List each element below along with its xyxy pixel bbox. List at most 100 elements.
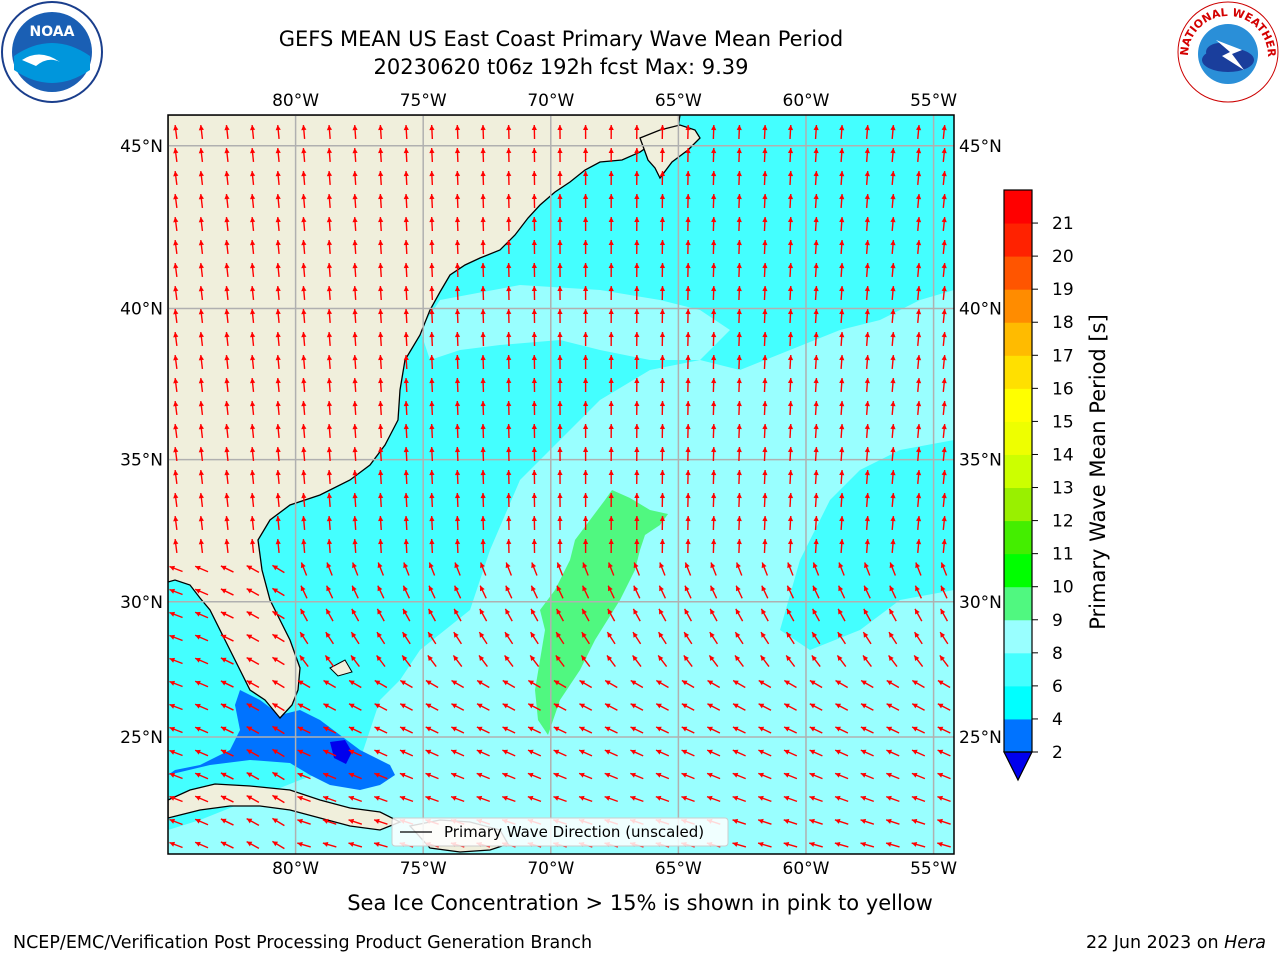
wave-arrow-331 [711,354,717,370]
wave-arrow-549 [736,515,742,531]
wave-arrow-408 [301,423,307,439]
wave-arrow-957 [860,818,875,825]
wave-arrow-295 [582,331,589,347]
colorbar-tick-label-10: 15 [1052,412,1074,432]
wave-arrow-916 [604,795,619,803]
wave-arrow-534 [352,515,358,531]
wave-arrow-156 [198,239,204,255]
wave-arrow-869 [194,772,209,780]
wave-arrow-477 [480,469,486,485]
wave-arrow-99 [326,193,333,209]
wave-arrow-715 [220,657,234,665]
wave-arrow-358 [608,377,614,393]
wave-arrow-158 [250,239,256,255]
wave-arrow-963 [220,841,234,849]
wave-arrow-219 [224,285,230,301]
wave-arrow-360 [659,377,666,393]
wave-arrow-395 [762,400,768,416]
wave-arrow-112 [659,193,666,209]
wave-arrow-281 [224,331,230,347]
wave-arrow-515 [659,492,666,508]
wave-arrow-223 [326,285,333,301]
wave-arrow-133 [403,216,409,232]
wave-arrow-751 [348,679,362,689]
wave-arrow-11 [454,124,461,140]
lat-tick-label-right-1: 30°N [959,593,1002,613]
wave-arrow-429 [839,423,845,439]
wave-arrow-611 [735,562,743,576]
wave-arrow-228 [454,285,461,301]
wave-arrow-492 [864,469,870,485]
wave-arrow-68 [326,170,333,186]
wave-arrow-392 [685,400,691,416]
wave-arrow-39 [378,147,384,163]
wave-arrow-378 [326,400,333,416]
wave-arrow-556 [915,515,922,531]
wave-arrow-51 [685,147,691,163]
wave-arrow-935 [297,818,311,825]
wave-arrow-509 [506,492,512,508]
wave-arrow-766 [732,679,746,689]
wave-arrow-19 [659,124,666,140]
wave-arrow-313 [250,354,256,370]
wave-arrow-603 [531,562,538,576]
wave-arrow-5 [301,124,307,140]
wave-arrow-523 [864,492,870,508]
wave-arrow-177 [736,239,742,255]
period-under-2-patch [330,740,352,764]
wave-arrow-799 [783,703,797,711]
colorbar-tick-label-12: 17 [1052,346,1074,366]
wave-arrow-552 [813,515,819,531]
wave-arrow-496 [173,492,179,508]
wave-arrow-531 [275,515,281,531]
wave-arrow-174 [659,239,666,255]
wave-arrow-271 [762,308,768,324]
wave-arrow-356 [557,377,563,393]
wave-arrow-171 [582,239,589,255]
wave-arrow-648 [889,585,897,599]
wave-arrow-60 [915,147,922,163]
wave-arrow-388 [582,400,589,416]
wave-arrow-89 [864,170,870,186]
wave-arrow-326 [582,354,589,370]
wave-arrow-909 [425,795,439,803]
wave-arrow-448 [531,446,537,462]
wave-arrow-470 [301,469,307,485]
wave-arrow-72 [429,170,435,186]
colorbar-tick-label-14: 19 [1052,280,1074,300]
wave-arrow-199 [506,262,512,278]
wave-arrow-120 [864,193,870,209]
colorbar-segment-7 [1004,487,1032,522]
wave-arrow-761 [604,679,618,689]
wave-arrow-92 [941,170,947,186]
wave-arrow-216 [941,262,947,278]
colorbar-segment-16 [1004,190,1032,224]
wave-arrow-222 [301,285,307,301]
wave-arrow-683 [194,634,209,642]
lon-tick-label-bottom-1: 75°W [400,859,447,879]
wave-arrow-86 [787,170,794,186]
wave-arrow-211 [813,262,819,278]
wave-arrow-991 [937,841,951,848]
wave-arrow-690 [376,631,386,645]
wave-arrow-80 [634,170,640,186]
wave-arrow-598 [403,562,410,576]
wave-arrow-265 [608,308,614,324]
wave-arrow-533 [326,515,333,531]
wave-arrow-901 [220,795,234,803]
wave-arrow-250 [224,308,230,324]
wave-arrow-499 [250,492,256,508]
wave-arrow-516 [685,492,691,508]
wave-arrow-149 [813,216,819,232]
wave-arrow-451 [608,446,614,462]
wave-arrow-544 [608,515,614,531]
wave-arrow-291 [480,331,486,347]
wave-arrow-41 [429,147,435,163]
wave-arrow-245 [890,285,896,301]
wave-arrow-610 [710,562,717,576]
wave-arrow-3 [250,124,256,140]
wave-arrow-646 [837,585,846,599]
wave-arrow-776 [194,703,209,711]
wave-arrow-775 [169,703,183,711]
wave-arrow-354 [506,377,512,393]
